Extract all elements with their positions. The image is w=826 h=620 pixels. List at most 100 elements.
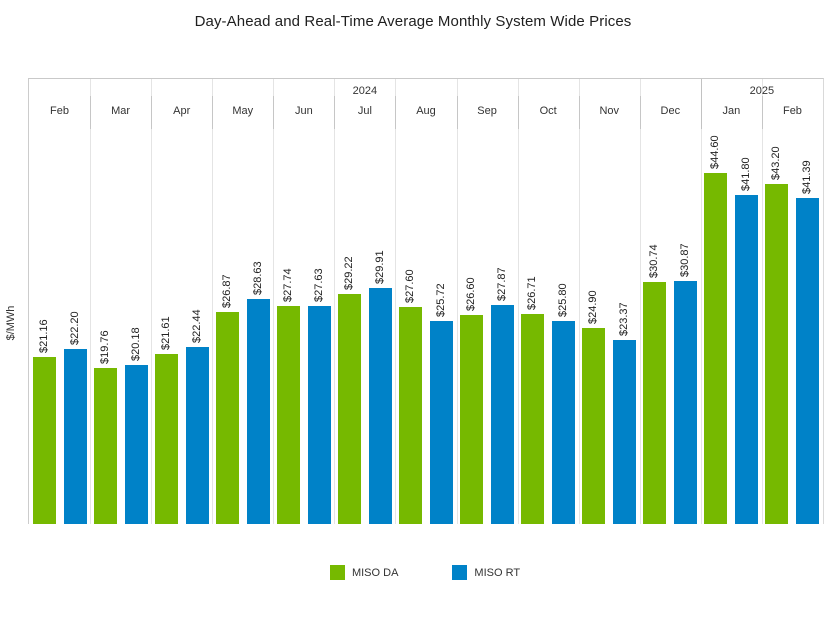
legend: MISO DA MISO RT xyxy=(28,565,822,580)
month-column-feb-12: Feb $43.20 $41.39 xyxy=(762,79,823,524)
column-separator xyxy=(212,79,214,524)
value-label-miso-da: $29.22 xyxy=(342,256,355,290)
month-label: Aug xyxy=(416,105,436,117)
value-label-miso-da: $26.87 xyxy=(220,274,233,309)
value-label-miso-rt: $20.18 xyxy=(129,327,142,362)
bar-miso-rt xyxy=(613,339,637,524)
bar-miso-rt xyxy=(674,280,698,524)
month-column-apr-2: Apr $21.61 $22.44 xyxy=(151,79,212,524)
column-separator xyxy=(639,79,641,524)
column-separator xyxy=(456,79,458,524)
bar-miso-da xyxy=(215,312,239,524)
value-label-miso-rt: $29.91 xyxy=(373,250,386,285)
bar-miso-da xyxy=(154,353,178,524)
value-label-miso-da: $26.71 xyxy=(526,275,539,310)
month-label: Feb xyxy=(50,105,70,117)
column-separator xyxy=(761,79,763,524)
month-label: Jul xyxy=(357,105,372,117)
month-axis-tick xyxy=(273,96,275,129)
month-label: Apr xyxy=(173,105,191,117)
bar-miso-rt xyxy=(246,298,270,524)
bar-miso-rt xyxy=(63,349,87,524)
year-label: 2025 xyxy=(749,85,775,97)
bar-miso-rt xyxy=(368,288,392,524)
month-column-may-3: May $26.87 $28.63 xyxy=(212,79,273,524)
month-axis-tick xyxy=(151,96,153,129)
month-axis-tick xyxy=(456,96,458,129)
legend-label-miso-rt: MISO RT xyxy=(474,566,521,579)
y-axis-label: $/MWh xyxy=(5,305,17,341)
month-column-jan-11: Jan $44.60 $41.80 xyxy=(701,79,762,524)
value-label-miso-da: $30.74 xyxy=(648,244,661,278)
column-separator xyxy=(517,79,519,524)
month-label: Jun xyxy=(294,105,313,117)
month-axis-tick xyxy=(761,96,763,129)
year-divider xyxy=(700,79,702,129)
month-label: Oct xyxy=(539,105,557,117)
value-label-miso-rt: $23.37 xyxy=(618,302,631,336)
value-label-miso-rt: $27.87 xyxy=(496,266,509,301)
value-label-miso-rt: $27.63 xyxy=(312,268,325,303)
month-label: Jan xyxy=(722,105,741,117)
value-label-miso-da: $44.60 xyxy=(709,135,722,169)
bar-miso-da xyxy=(93,368,117,524)
value-label-miso-rt: $25.80 xyxy=(557,283,570,317)
miso-rt-swatch xyxy=(452,565,468,580)
value-label-miso-rt: $22.44 xyxy=(190,309,203,344)
value-label-miso-da: $21.16 xyxy=(37,319,50,354)
bar-miso-rt xyxy=(552,320,576,524)
bar-miso-da xyxy=(398,306,422,524)
column-separator xyxy=(273,79,275,524)
chart-title: Day-Ahead and Real-Time Average Monthly … xyxy=(194,13,632,30)
value-label-miso-da: $27.60 xyxy=(403,268,416,303)
bar-miso-rt xyxy=(735,194,759,524)
value-label-miso-da: $24.90 xyxy=(587,290,600,324)
month-column-mar-1: Mar $19.76 $20.18 xyxy=(90,79,151,524)
month-label: Mar xyxy=(111,105,131,117)
bar-miso-rt xyxy=(491,304,515,524)
bar-miso-rt xyxy=(429,321,453,524)
column-separator xyxy=(90,79,92,524)
value-label-miso-da: $43.20 xyxy=(770,146,783,180)
value-label-miso-rt: $30.87 xyxy=(679,243,692,277)
bar-miso-da xyxy=(765,183,789,524)
month-label: Nov xyxy=(599,105,619,117)
bar-miso-da xyxy=(337,293,361,524)
bar-miso-rt xyxy=(796,198,820,524)
month-column-feb-0: Feb $21.16 $22.20 xyxy=(29,79,90,524)
month-axis-tick xyxy=(639,96,641,129)
month-column-sep-7: Sep $26.60 $27.87 xyxy=(457,79,518,524)
month-axis-tick xyxy=(578,96,580,129)
month-column-aug-6: Aug $27.60 $25.72 xyxy=(395,79,456,524)
month-axis-tick xyxy=(90,96,92,129)
column-separator xyxy=(395,79,397,524)
month-column-nov-9: Nov $24.90 $23.37 xyxy=(579,79,640,524)
bar-miso-da xyxy=(582,327,606,524)
bar-miso-rt xyxy=(124,365,148,524)
month-axis-tick xyxy=(212,96,214,129)
bar-miso-rt xyxy=(185,347,209,524)
miso-da-swatch xyxy=(329,565,345,580)
legend-item-miso-rt: MISO RT xyxy=(452,565,520,580)
year-label: 2024 xyxy=(352,85,378,97)
value-label-miso-da: $19.76 xyxy=(98,330,111,365)
bar-miso-da xyxy=(643,281,667,524)
value-label-miso-rt: $41.39 xyxy=(801,160,814,195)
bar-miso-rt xyxy=(307,306,331,524)
value-label-miso-rt: $41.80 xyxy=(740,157,753,191)
value-label-miso-da: $21.61 xyxy=(159,316,172,350)
month-column-jul-5: Jul $29.22 $29.91 xyxy=(334,79,395,524)
bar-miso-da xyxy=(704,172,728,524)
value-label-miso-rt: $28.63 xyxy=(251,260,264,295)
plot-area: Feb $21.16 $22.20 Mar $19.76 $20.18 Apr $21.61 $… xyxy=(28,78,824,524)
column-separator xyxy=(700,79,702,524)
month-axis-tick xyxy=(395,96,397,129)
column-separator xyxy=(151,79,153,524)
bar-miso-da xyxy=(460,314,484,524)
legend-label-miso-da: MISO DA xyxy=(351,566,399,579)
value-label-miso-da: $26.60 xyxy=(465,276,478,311)
month-label: May xyxy=(232,105,254,117)
column-separator xyxy=(334,79,336,524)
month-axis-tick xyxy=(334,96,336,129)
